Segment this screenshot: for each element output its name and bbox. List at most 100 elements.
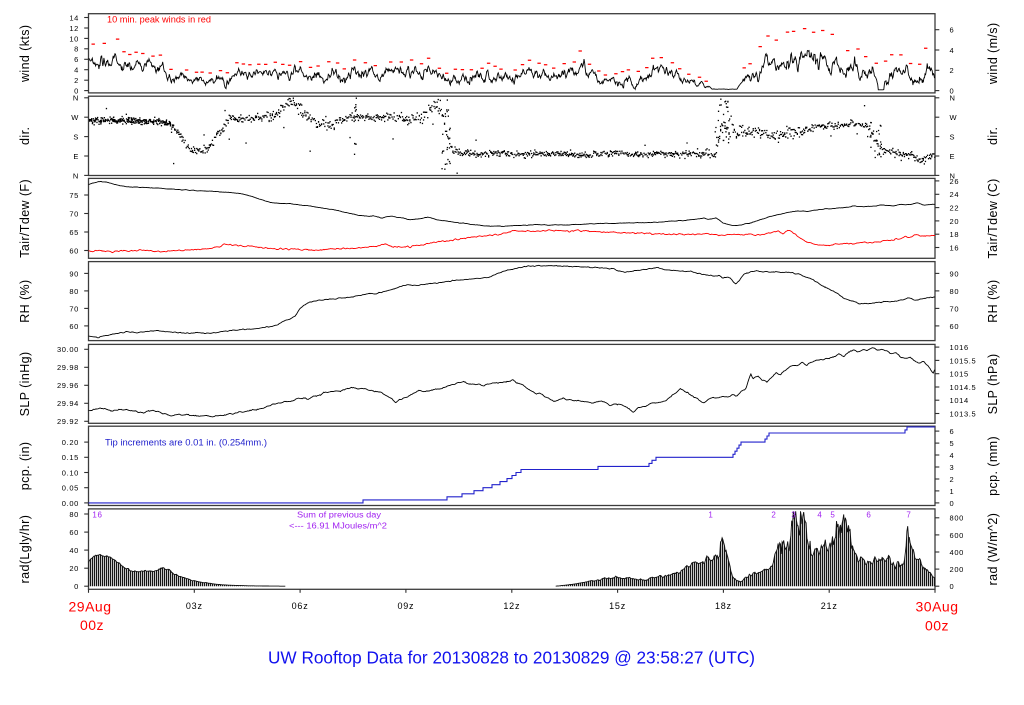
svg-text:1014: 1014: [950, 396, 969, 405]
svg-text:14: 14: [69, 13, 79, 22]
svg-text:4: 4: [950, 46, 955, 55]
svg-text:E: E: [73, 152, 79, 161]
svg-text:1: 1: [950, 487, 955, 496]
svg-text:30Aug: 30Aug: [916, 599, 959, 615]
svg-text:80: 80: [69, 287, 79, 296]
svg-text:1016: 1016: [950, 343, 969, 352]
svg-text:16: 16: [950, 243, 960, 252]
svg-text:2: 2: [950, 475, 955, 484]
svg-text:Sum of previous day: Sum of previous day: [297, 511, 381, 520]
svg-text:1: 1: [708, 511, 713, 520]
svg-text:<--- 16.91 MJoules/m^2: <--- 16.91 MJoules/m^2: [289, 522, 388, 531]
svg-text:00z: 00z: [80, 617, 104, 633]
svg-text:0.05: 0.05: [62, 484, 79, 493]
svg-text:70: 70: [950, 304, 960, 313]
svg-text:400: 400: [950, 548, 964, 557]
svg-text:2: 2: [950, 66, 955, 75]
svg-text:30.00: 30.00: [57, 345, 79, 354]
svg-text:26: 26: [950, 177, 960, 186]
svg-text:0: 0: [74, 87, 79, 96]
svg-text:Tip increments are 0.01 in. (0: Tip increments are 0.01 in. (0.254mm.): [105, 438, 267, 448]
svg-text:29.92: 29.92: [57, 417, 79, 426]
svg-text:75: 75: [69, 191, 79, 200]
svg-text:4: 4: [817, 511, 822, 520]
svg-text:18z: 18z: [715, 601, 732, 611]
svg-text:W: W: [71, 113, 79, 122]
svg-text:29.94: 29.94: [57, 399, 79, 408]
svg-text:0: 0: [950, 87, 955, 96]
svg-text:4: 4: [74, 66, 79, 75]
svg-text:80: 80: [69, 510, 79, 519]
svg-text:18: 18: [950, 230, 960, 239]
svg-text:29Aug: 29Aug: [69, 599, 112, 615]
svg-text:200: 200: [950, 565, 964, 574]
svg-text:2: 2: [771, 511, 776, 520]
svg-text:6: 6: [950, 26, 955, 35]
svg-text:dir.: dir.: [18, 127, 32, 145]
svg-text:800: 800: [950, 514, 964, 523]
svg-text:60: 60: [69, 528, 79, 537]
svg-text:0.10: 0.10: [62, 468, 79, 477]
svg-text:Tair/Tdew (F): Tair/Tdew (F): [18, 179, 32, 258]
svg-text:UW Rooftop Data for 20130828: UW Rooftop Data for 20130828 to 20130829…: [268, 648, 755, 668]
svg-text:24: 24: [950, 190, 960, 199]
svg-text:Tair/Tdew (C): Tair/Tdew (C): [986, 178, 1000, 258]
svg-text:22: 22: [950, 204, 960, 213]
svg-text:0.20: 0.20: [62, 438, 79, 447]
svg-text:20: 20: [69, 564, 79, 573]
svg-text:RH (%): RH (%): [986, 279, 1000, 322]
svg-text:1015: 1015: [950, 370, 969, 379]
svg-text:29.96: 29.96: [57, 381, 79, 390]
svg-text:09z: 09z: [397, 601, 414, 611]
svg-text:20: 20: [950, 217, 960, 226]
svg-text:90: 90: [950, 269, 960, 278]
svg-text:0: 0: [950, 499, 955, 508]
svg-text:1015.5: 1015.5: [950, 356, 977, 365]
svg-text:10 min. peak winds in red: 10 min. peak winds in red: [107, 15, 211, 25]
svg-text:rad(Lgly/hr): rad(Lgly/hr): [18, 515, 32, 584]
svg-text:0.00: 0.00: [62, 499, 79, 508]
svg-text:06z: 06z: [292, 601, 309, 611]
svg-text:SLP (hPa): SLP (hPa): [986, 353, 1000, 414]
svg-text:N: N: [950, 94, 956, 103]
svg-text:60: 60: [69, 322, 79, 331]
svg-text:7: 7: [906, 511, 911, 520]
svg-text:wind (kts): wind (kts): [18, 25, 32, 83]
svg-text:5: 5: [830, 511, 835, 520]
svg-text:W: W: [950, 113, 958, 122]
svg-text:6: 6: [950, 427, 955, 436]
svg-text:3: 3: [950, 463, 955, 472]
svg-text:0: 0: [950, 582, 955, 591]
svg-text:3: 3: [791, 511, 796, 520]
svg-text:N: N: [73, 94, 79, 103]
svg-text:S: S: [950, 133, 956, 142]
svg-text:65: 65: [69, 228, 79, 237]
svg-text:0.15: 0.15: [62, 453, 79, 462]
svg-text:2: 2: [74, 76, 79, 85]
svg-text:5: 5: [950, 439, 955, 448]
svg-text:6: 6: [74, 55, 79, 64]
svg-text:E: E: [950, 152, 956, 161]
svg-text:0: 0: [74, 582, 79, 591]
svg-text:80: 80: [950, 287, 960, 296]
svg-text:wind (m/s): wind (m/s): [986, 22, 1000, 85]
svg-text:S: S: [73, 133, 79, 142]
svg-text:70: 70: [69, 209, 79, 218]
svg-text:21z: 21z: [821, 601, 838, 611]
svg-text:1014.5: 1014.5: [950, 383, 977, 392]
svg-text:rad (W/m^2): rad (W/m^2): [986, 513, 1000, 586]
svg-text:60: 60: [950, 322, 960, 331]
svg-text:12z: 12z: [503, 601, 520, 611]
svg-text:6: 6: [866, 511, 871, 520]
svg-text:15z: 15z: [609, 601, 626, 611]
svg-text:pcp. (mm): pcp. (mm): [986, 436, 1000, 496]
svg-text:8: 8: [74, 45, 79, 54]
svg-text:29.98: 29.98: [57, 363, 79, 372]
svg-text:60: 60: [69, 246, 79, 255]
svg-text:RH (%): RH (%): [18, 279, 32, 322]
svg-text:SLP (inHg): SLP (inHg): [18, 351, 32, 416]
svg-text:600: 600: [950, 531, 964, 540]
svg-text:1013.5: 1013.5: [950, 409, 977, 418]
svg-text:N: N: [950, 171, 956, 180]
svg-text:pcp. (in): pcp. (in): [18, 442, 32, 491]
